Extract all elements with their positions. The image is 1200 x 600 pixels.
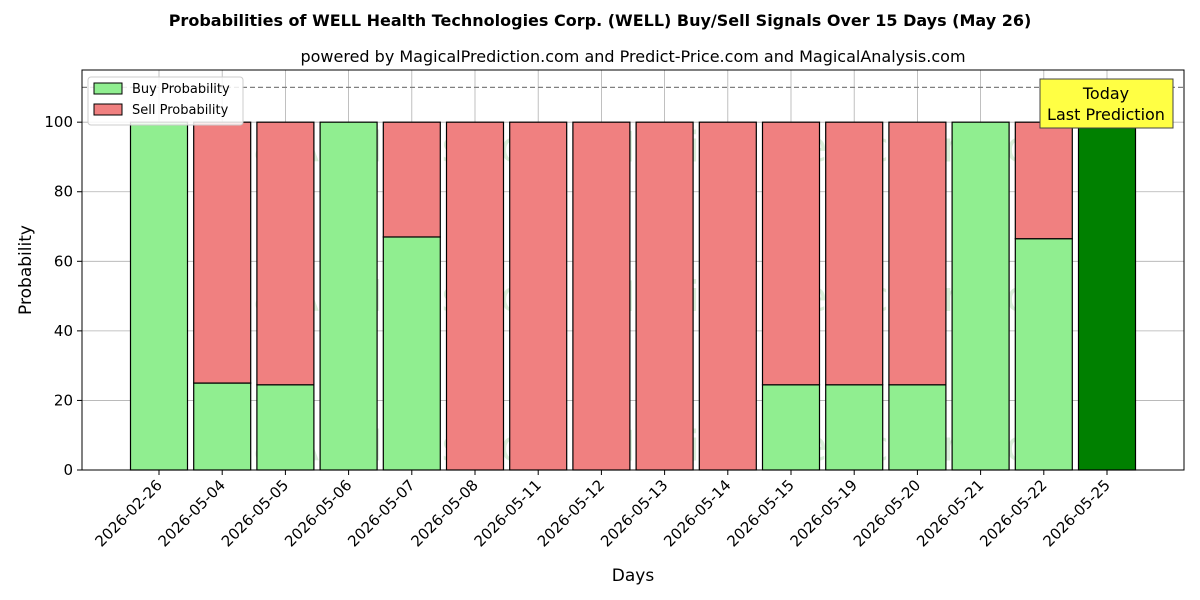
y-tick-label: 0 bbox=[63, 461, 73, 479]
buy-bar bbox=[825, 384, 884, 471]
buy-bar bbox=[1077, 121, 1137, 471]
annotation-box bbox=[1039, 78, 1174, 129]
buy-bar bbox=[382, 236, 441, 471]
buy-bar bbox=[888, 384, 947, 471]
legend-box bbox=[87, 76, 244, 126]
sell-bar bbox=[698, 121, 757, 471]
legend-swatch bbox=[93, 103, 123, 116]
sell-bar bbox=[825, 121, 884, 386]
legend-swatch bbox=[93, 82, 123, 95]
sell-bar bbox=[888, 121, 947, 386]
y-axis-label: Probability bbox=[16, 225, 36, 315]
plot-frame bbox=[81, 69, 1185, 471]
y-tick-label: 20 bbox=[54, 391, 73, 409]
y-tick-label: 80 bbox=[54, 183, 73, 201]
y-tick-label: 100 bbox=[44, 113, 73, 131]
sell-bar bbox=[572, 121, 631, 471]
chart-subtitle: powered by MagicalPrediction.com and Pre… bbox=[300, 47, 965, 66]
chart-title: Probabilities of WELL Health Technologie… bbox=[169, 11, 1032, 30]
buy-bar bbox=[951, 121, 1010, 471]
annotation-text: Today bbox=[1082, 84, 1129, 103]
today-annotation: Today Last Prediction bbox=[1039, 78, 1174, 129]
sell-bar bbox=[382, 121, 441, 238]
sell-bar bbox=[256, 121, 315, 386]
sell-bar bbox=[193, 121, 252, 384]
annotation-text: Last Prediction bbox=[1047, 105, 1165, 124]
plot-area: MagicalAnalysis.comMagicalPrediction.com… bbox=[44, 69, 1185, 550]
x-axis-label: Days bbox=[612, 566, 655, 586]
sell-bar bbox=[509, 121, 568, 471]
buy-bar bbox=[193, 382, 252, 471]
y-tick-label: 40 bbox=[54, 322, 73, 340]
buy-bar bbox=[129, 121, 189, 471]
legend: Buy Probability Sell Probability bbox=[87, 76, 244, 126]
sell-bar bbox=[761, 121, 821, 386]
buy-bar bbox=[761, 384, 821, 471]
sell-bar bbox=[445, 121, 505, 471]
legend-label: Sell Probability bbox=[132, 103, 229, 118]
buy-bar bbox=[256, 384, 315, 471]
buy-bar bbox=[1014, 238, 1073, 471]
legend-label: Buy Probability bbox=[132, 82, 230, 97]
sell-bar bbox=[1014, 121, 1073, 240]
buy-bar bbox=[319, 121, 378, 471]
sell-bar bbox=[635, 121, 694, 471]
y-tick-label: 60 bbox=[54, 252, 73, 270]
